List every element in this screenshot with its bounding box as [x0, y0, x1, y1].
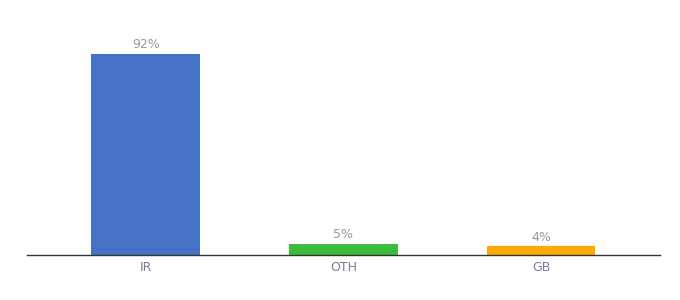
Bar: [289, 244, 398, 255]
Text: 5%: 5%: [333, 228, 354, 242]
Text: 92%: 92%: [132, 38, 160, 51]
Text: 4%: 4%: [531, 231, 551, 244]
Bar: [487, 246, 596, 255]
Bar: [91, 53, 200, 255]
